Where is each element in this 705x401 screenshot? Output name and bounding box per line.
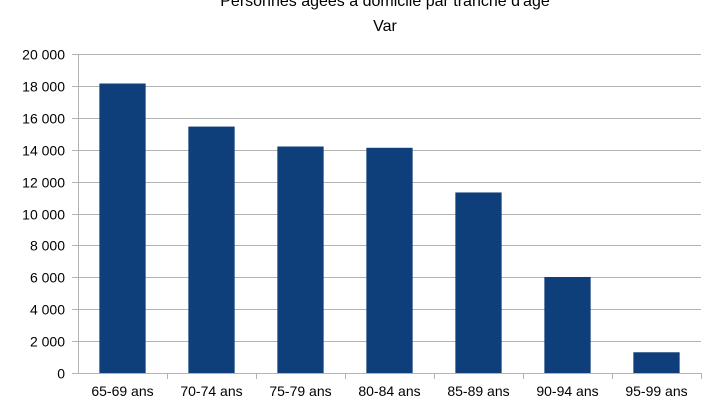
bar-80-84-ans bbox=[366, 147, 413, 373]
bar-70-74-ans bbox=[188, 126, 235, 373]
y-tick-label: 12 000 bbox=[22, 175, 65, 191]
bar-75-79-ans bbox=[277, 146, 324, 373]
bar-85-89-ans bbox=[455, 192, 502, 373]
y-tick-label: 0 bbox=[57, 366, 65, 382]
y-tick-label: 8 000 bbox=[30, 238, 65, 254]
x-tick-labels: 65-69 ans 70-74 ans 75-79 ans 80-84 ans 85-8… bbox=[91, 383, 687, 399]
y-tick-label: 6 000 bbox=[30, 270, 65, 286]
x-tick-label: 95-99 ans bbox=[625, 383, 687, 399]
y-tick-label: 2 000 bbox=[30, 334, 65, 350]
x-tick-label: 70-74 ans bbox=[180, 383, 242, 399]
bar-95-99-ans bbox=[633, 352, 680, 373]
chart-title: Personnes âgées à domicile par tranche d… bbox=[220, 0, 550, 10]
y-tick-label: 18 000 bbox=[22, 79, 65, 95]
chart-subtitle: Var bbox=[373, 18, 397, 35]
x-tick-label: 85-89 ans bbox=[447, 383, 509, 399]
x-tick-label: 75-79 ans bbox=[269, 383, 331, 399]
x-tick-label: 80-84 ans bbox=[358, 383, 420, 399]
bar-90-94-ans bbox=[544, 276, 591, 373]
axes bbox=[72, 54, 702, 379]
bars bbox=[99, 83, 680, 373]
x-tick-label: 90-94 ans bbox=[536, 383, 598, 399]
y-tick-label: 4 000 bbox=[30, 302, 65, 318]
x-tick-label: 65-69 ans bbox=[91, 383, 153, 399]
y-tick-label: 20 000 bbox=[22, 47, 65, 63]
y-tick-label: 14 000 bbox=[22, 143, 65, 159]
y-tick-labels: 0 2 000 4 000 6 000 8 000 10 000 12 000 14 000 1… bbox=[22, 47, 65, 382]
bar-65-69-ans bbox=[99, 83, 146, 373]
y-tick-label: 16 000 bbox=[22, 111, 65, 127]
y-tick-label: 10 000 bbox=[22, 207, 65, 223]
